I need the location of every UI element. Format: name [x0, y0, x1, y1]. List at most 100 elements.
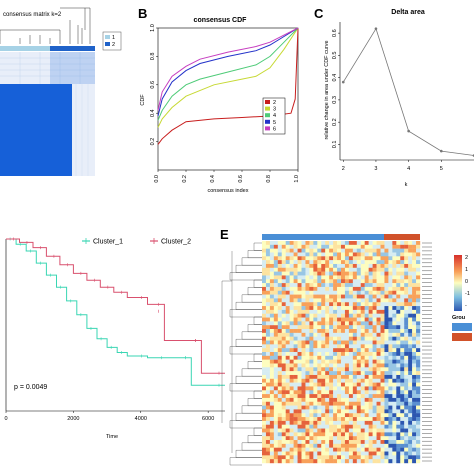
- heatmap-cell: [313, 241, 318, 246]
- heatmap-cell: [309, 302, 314, 307]
- heatmap-cell: [309, 248, 314, 253]
- heatmap-cell: [262, 321, 267, 326]
- heatmap-cell: [313, 397, 318, 402]
- heatmap-cell: [372, 263, 377, 268]
- heatmap-cell: [388, 355, 393, 360]
- heatmap-cell: [364, 374, 369, 379]
- heatmap-cell: [341, 313, 346, 318]
- heatmap-cell: [372, 313, 377, 318]
- heatmap-cell: [344, 417, 350, 422]
- heatmap-cell: [325, 432, 330, 437]
- heatmap-cell: [285, 363, 290, 368]
- heatmap-cell: [313, 294, 318, 299]
- heatmap-cell: [337, 455, 342, 460]
- heatmap-cell: [329, 459, 334, 464]
- heatmap-cell: [360, 309, 365, 314]
- heatmap-cell: [392, 298, 397, 303]
- heatmap-cell: [273, 286, 278, 291]
- heatmap-cell: [265, 428, 271, 433]
- heatmap-cell: [388, 455, 393, 460]
- heatmap-cell: [360, 405, 365, 410]
- heatmap-cell: [412, 313, 417, 318]
- heatmap-cell: [293, 417, 298, 422]
- heatmap-cell: [396, 260, 401, 265]
- heatmap-cell: [277, 336, 282, 341]
- heatmap-cell: [408, 275, 413, 280]
- heatmap-cell: [356, 256, 361, 261]
- heatmap-cell: [372, 344, 377, 349]
- heatmap-cell: [289, 390, 294, 395]
- heatmap-cell: [289, 309, 294, 314]
- heatmap-cell: [368, 420, 373, 425]
- heatmap-cell: [376, 409, 381, 414]
- heatmap-cell: [273, 256, 278, 261]
- heatmap-cell: [341, 455, 346, 460]
- heatmap-cell: [344, 252, 350, 257]
- heatmap-cell: [289, 283, 294, 288]
- heatmap-cell: [404, 241, 409, 246]
- heatmap-cell: [337, 451, 342, 456]
- heatmap-cell: [356, 447, 361, 452]
- heatmap-cell: [273, 374, 278, 379]
- heatmap-cell: [333, 451, 338, 456]
- heatmap-cell: [329, 317, 334, 322]
- heatmap-cell: [344, 367, 350, 372]
- heatmap-cell: [376, 267, 381, 272]
- heatmap-cell: [408, 321, 413, 326]
- heatmap-cell: [273, 348, 278, 353]
- heatmap-cell: [388, 298, 393, 303]
- heatmap-cell: [360, 382, 365, 387]
- cdf-xtick-label: 0.0: [154, 175, 160, 183]
- heatmap-cell: [380, 440, 385, 445]
- heatmap-cell: [344, 355, 350, 360]
- heatmap-cell: [285, 329, 290, 334]
- heatmap-cell: [384, 302, 389, 307]
- heatmap-cell: [352, 340, 357, 345]
- heatmap-cell: [400, 283, 405, 288]
- heatmap-cell: [352, 267, 357, 272]
- heatmap-cell: [396, 286, 401, 291]
- heatmap-cell: [396, 321, 401, 326]
- heatmap-cell: [325, 397, 330, 402]
- heatmap-cell: [289, 451, 294, 456]
- heatmap-cell: [262, 413, 267, 418]
- heatmap-cell: [408, 252, 413, 257]
- heatmap-cell: [297, 378, 302, 383]
- heatmap-cell: [404, 451, 409, 456]
- heatmap-cell: [281, 260, 286, 265]
- heatmap-cell: [372, 397, 377, 402]
- heatmap-cell: [404, 283, 409, 288]
- heatmap-cell: [408, 413, 413, 418]
- heatmap-cell: [364, 256, 369, 261]
- heatmap-cell: [384, 340, 389, 345]
- heatmap-cell: [364, 394, 369, 399]
- heatmap-cell: [317, 436, 322, 441]
- heatmap-cell: [277, 367, 282, 372]
- heatmap-cell: [388, 275, 393, 280]
- heatmap-cell: [341, 256, 346, 261]
- heatmap-cell: [364, 271, 369, 276]
- heatmap-cell: [408, 329, 413, 334]
- heatmap-cell: [313, 367, 318, 372]
- heatmap-cell: [313, 374, 318, 379]
- heatmap-cell: [337, 283, 342, 288]
- heatmap-cell: [368, 241, 373, 246]
- heatmap-cell: [273, 317, 278, 322]
- heatmap-cell: [337, 359, 342, 364]
- heatmap-cell: [360, 447, 365, 452]
- delta-point: [407, 129, 410, 133]
- heatmap-cell: [265, 378, 271, 383]
- heatmap-cell: [404, 302, 409, 307]
- heatmap-cell: [317, 363, 322, 368]
- heatmap-cell: [348, 378, 354, 383]
- heatmap-cell: [321, 252, 326, 257]
- heatmap-cell: [400, 367, 405, 372]
- heatmap-cell: [348, 367, 354, 372]
- cdf-ytick-label: 1.0: [150, 24, 156, 32]
- heatmap-cell: [404, 409, 409, 414]
- heatmap-cell: [281, 455, 286, 460]
- heatmap-cell: [352, 390, 357, 395]
- heatmap-cell: [281, 321, 286, 326]
- heatmap-cell: [372, 440, 377, 445]
- heatmap-cell: [293, 332, 298, 337]
